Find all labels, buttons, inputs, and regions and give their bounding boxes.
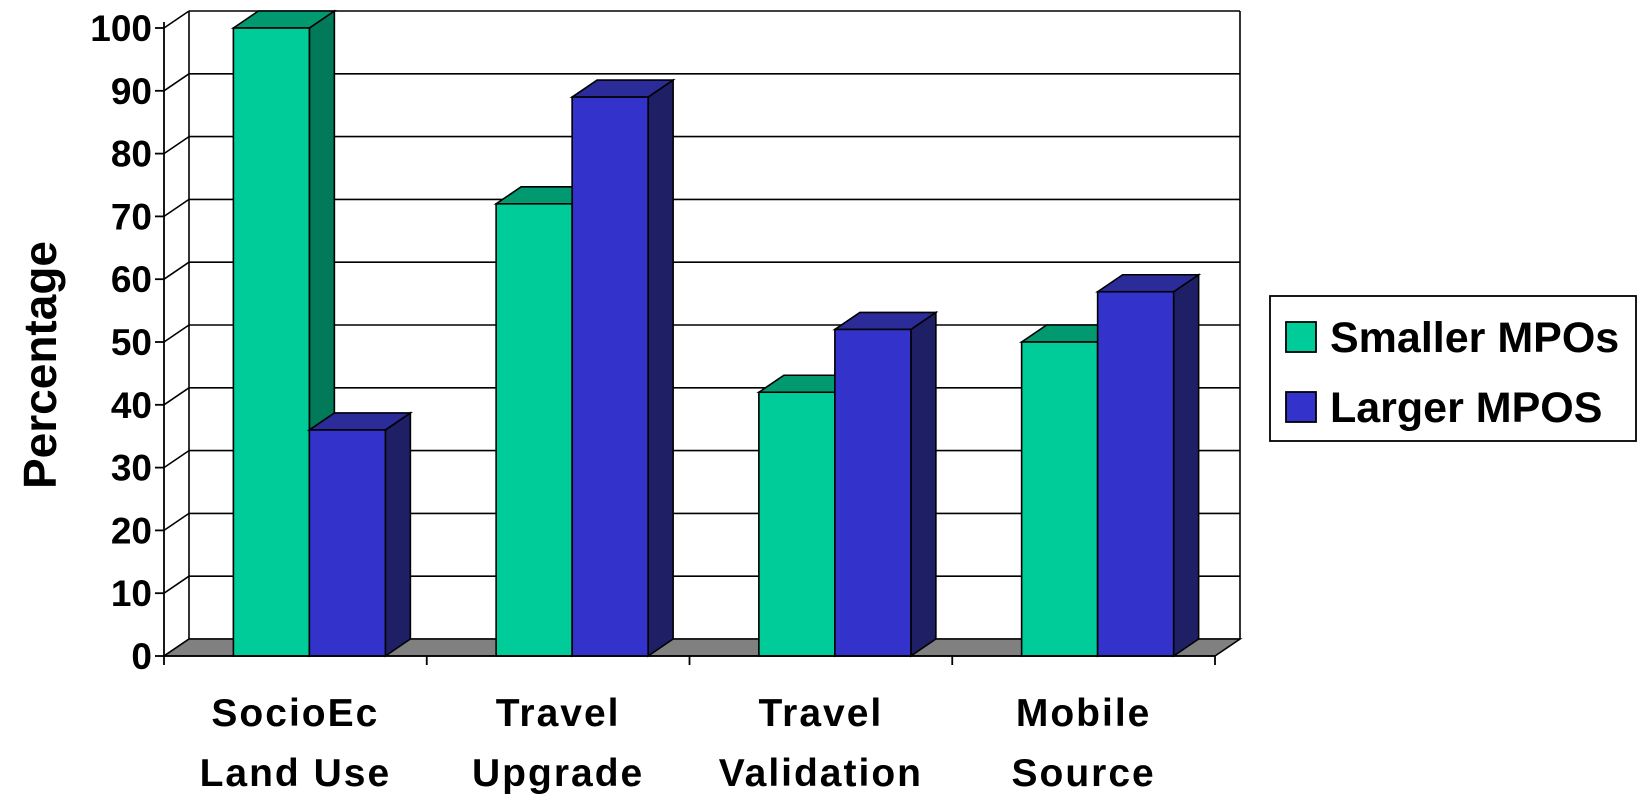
bar-larger-0: [308, 429, 387, 657]
y-tick-label: 40: [111, 385, 152, 426]
x-tick-label: Mobile: [1016, 692, 1152, 735]
y-tick-label: 90: [111, 71, 152, 112]
gridline-side: [163, 387, 190, 406]
bar-smaller-2: [758, 391, 836, 657]
bar-larger-2: [834, 328, 912, 657]
y-tick-label: 20: [111, 510, 152, 551]
bar-larger-1: [571, 96, 649, 657]
x-tick-label: Source: [1012, 752, 1156, 795]
bar-smaller-3: [1020, 341, 1099, 657]
bar-side-larger-1: [647, 78, 674, 658]
gridline-side: [163, 261, 190, 280]
y-tick-label: 80: [111, 134, 152, 175]
y-tick-label: 10: [111, 573, 152, 614]
gridline-side: [163, 575, 190, 594]
x-tick-label: Travel: [758, 692, 883, 735]
bar-side-larger-3: [1172, 273, 1200, 658]
gridline-side: [163, 512, 190, 532]
bar-side-larger-2: [910, 310, 937, 658]
x-tick-label: Upgrade: [472, 752, 644, 795]
y-tick-label: 100: [90, 8, 152, 49]
y-axis-title: Percentage: [14, 241, 66, 489]
legend-swatch-larger: [1285, 391, 1317, 423]
x-tick-label: SocioEc: [211, 692, 379, 735]
legend-label-smaller: Smaller MPOs: [1330, 314, 1619, 362]
gridline-side: [163, 198, 190, 218]
bar-smaller-1: [495, 203, 573, 657]
bar-smaller-0: [232, 27, 311, 657]
axis-layer: 0 10 20 30 40 50 60 70 80 90 100 SocioEc Land Use Tra…: [14, 8, 1216, 795]
gridline-side: [163, 449, 190, 469]
legend-swatch-smaller: [1285, 321, 1317, 353]
legend-label-larger: Larger MPOS: [1330, 384, 1602, 432]
x-tick-label: Travel: [496, 692, 621, 735]
bar-side-larger-0: [384, 411, 412, 658]
y-tick-label: 60: [111, 259, 152, 300]
bars-layer: [230, 9, 1202, 658]
y-tick-label: 30: [111, 448, 152, 489]
gridline-side: [163, 324, 190, 343]
gridline-side: [163, 135, 190, 155]
gridline-side: [163, 10, 190, 29]
legend: Smaller MPOs Larger MPOS: [1269, 295, 1637, 442]
y-tick-label: 50: [111, 322, 152, 363]
legend-box: [1269, 295, 1637, 442]
x-tick-label: Validation: [719, 752, 923, 795]
bar-larger-3: [1096, 290, 1175, 657]
x-tick-label: Land Use: [200, 752, 392, 795]
y-tick-label: 70: [111, 196, 152, 237]
y-tick-label: 0: [131, 636, 152, 677]
gridline-side: [163, 73, 190, 92]
